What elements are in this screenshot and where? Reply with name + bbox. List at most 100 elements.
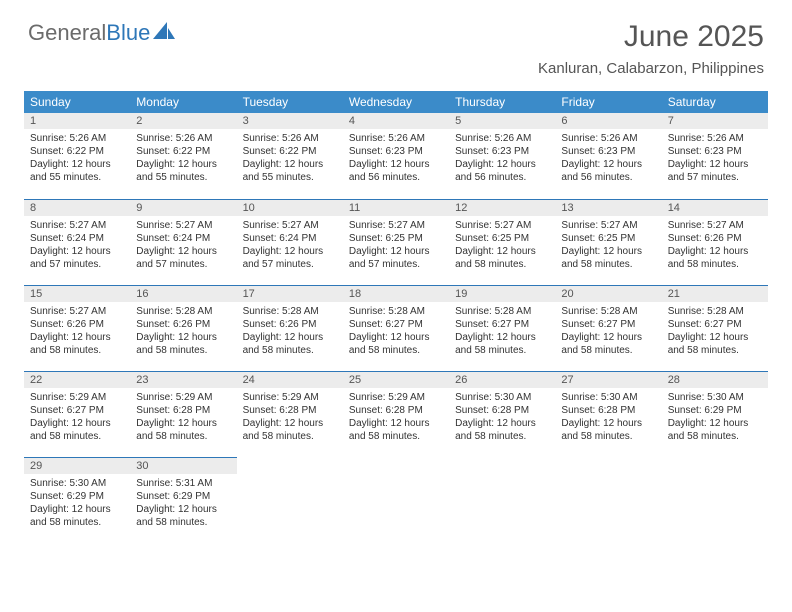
sunset-line: Sunset: 6:24 PM — [243, 232, 337, 245]
sunrise-line: Sunrise: 5:28 AM — [561, 305, 655, 318]
sunrise-line: Sunrise: 5:27 AM — [349, 219, 443, 232]
daylight-line: Daylight: 12 hours and 58 minutes. — [136, 417, 230, 443]
calendar-week-row: 15Sunrise: 5:27 AMSunset: 6:26 PMDayligh… — [24, 285, 768, 371]
calendar-day-cell: 20Sunrise: 5:28 AMSunset: 6:27 PMDayligh… — [555, 285, 661, 371]
daylight-line: Daylight: 12 hours and 57 minutes. — [30, 245, 124, 271]
day-number: 6 — [555, 113, 661, 129]
day-number: 25 — [343, 371, 449, 388]
calendar-day-cell: 30Sunrise: 5:31 AMSunset: 6:29 PMDayligh… — [130, 457, 236, 543]
day-number: 29 — [24, 457, 130, 474]
daylight-line: Daylight: 12 hours and 58 minutes. — [668, 331, 762, 357]
daylight-line: Daylight: 12 hours and 58 minutes. — [30, 417, 124, 443]
sunrise-line: Sunrise: 5:29 AM — [30, 391, 124, 404]
calendar-day-cell: 17Sunrise: 5:28 AMSunset: 6:26 PMDayligh… — [237, 285, 343, 371]
daylight-line: Daylight: 12 hours and 55 minutes. — [243, 158, 337, 184]
sunset-line: Sunset: 6:23 PM — [561, 145, 655, 158]
day-number: 21 — [662, 285, 768, 302]
calendar-week-row: 22Sunrise: 5:29 AMSunset: 6:27 PMDayligh… — [24, 371, 768, 457]
day-number: 19 — [449, 285, 555, 302]
calendar-empty-cell — [237, 457, 343, 543]
day-content: Sunrise: 5:27 AMSunset: 6:25 PMDaylight:… — [343, 216, 449, 275]
calendar-day-cell: 18Sunrise: 5:28 AMSunset: 6:27 PMDayligh… — [343, 285, 449, 371]
weekday-header: Wednesday — [343, 91, 449, 113]
day-number: 15 — [24, 285, 130, 302]
day-number: 30 — [130, 457, 236, 474]
daylight-line: Daylight: 12 hours and 58 minutes. — [30, 331, 124, 357]
sunrise-line: Sunrise: 5:27 AM — [668, 219, 762, 232]
day-number: 2 — [130, 113, 236, 129]
day-content: Sunrise: 5:30 AMSunset: 6:29 PMDaylight:… — [24, 474, 130, 533]
day-number: 22 — [24, 371, 130, 388]
weekday-header: Sunday — [24, 91, 130, 113]
sunset-line: Sunset: 6:23 PM — [349, 145, 443, 158]
day-content: Sunrise: 5:27 AMSunset: 6:26 PMDaylight:… — [662, 216, 768, 275]
sunrise-line: Sunrise: 5:26 AM — [561, 132, 655, 145]
daylight-line: Daylight: 12 hours and 55 minutes. — [136, 158, 230, 184]
sunset-line: Sunset: 6:22 PM — [30, 145, 124, 158]
day-number: 11 — [343, 199, 449, 216]
day-number: 9 — [130, 199, 236, 216]
sunset-line: Sunset: 6:23 PM — [668, 145, 762, 158]
day-content: Sunrise: 5:28 AMSunset: 6:27 PMDaylight:… — [662, 302, 768, 361]
calendar-day-cell: 7Sunrise: 5:26 AMSunset: 6:23 PMDaylight… — [662, 113, 768, 199]
day-number: 23 — [130, 371, 236, 388]
sunset-line: Sunset: 6:28 PM — [243, 404, 337, 417]
sunrise-line: Sunrise: 5:27 AM — [243, 219, 337, 232]
sunset-line: Sunset: 6:26 PM — [668, 232, 762, 245]
day-content: Sunrise: 5:27 AMSunset: 6:24 PMDaylight:… — [24, 216, 130, 275]
day-content: Sunrise: 5:30 AMSunset: 6:28 PMDaylight:… — [449, 388, 555, 447]
logo-text-general: General — [28, 20, 106, 46]
day-content: Sunrise: 5:28 AMSunset: 6:26 PMDaylight:… — [237, 302, 343, 361]
day-content: Sunrise: 5:27 AMSunset: 6:25 PMDaylight:… — [555, 216, 661, 275]
day-content: Sunrise: 5:26 AMSunset: 6:22 PMDaylight:… — [130, 129, 236, 188]
sunset-line: Sunset: 6:25 PM — [561, 232, 655, 245]
logo: GeneralBlue — [28, 20, 175, 46]
daylight-line: Daylight: 12 hours and 56 minutes. — [561, 158, 655, 184]
sunrise-line: Sunrise: 5:30 AM — [455, 391, 549, 404]
sunrise-line: Sunrise: 5:29 AM — [243, 391, 337, 404]
daylight-line: Daylight: 12 hours and 58 minutes. — [243, 331, 337, 357]
calendar-empty-cell — [662, 457, 768, 543]
sunrise-line: Sunrise: 5:26 AM — [349, 132, 443, 145]
sunrise-line: Sunrise: 5:30 AM — [30, 477, 124, 490]
day-content: Sunrise: 5:31 AMSunset: 6:29 PMDaylight:… — [130, 474, 236, 533]
day-number: 10 — [237, 199, 343, 216]
sunrise-line: Sunrise: 5:27 AM — [136, 219, 230, 232]
day-content: Sunrise: 5:27 AMSunset: 6:26 PMDaylight:… — [24, 302, 130, 361]
page-title: June 2025 — [538, 20, 764, 54]
day-number: 28 — [662, 371, 768, 388]
day-content: Sunrise: 5:26 AMSunset: 6:23 PMDaylight:… — [343, 129, 449, 188]
calendar-day-cell: 14Sunrise: 5:27 AMSunset: 6:26 PMDayligh… — [662, 199, 768, 285]
calendar-week-row: 8Sunrise: 5:27 AMSunset: 6:24 PMDaylight… — [24, 199, 768, 285]
sunset-line: Sunset: 6:28 PM — [455, 404, 549, 417]
calendar-day-cell: 4Sunrise: 5:26 AMSunset: 6:23 PMDaylight… — [343, 113, 449, 199]
day-content: Sunrise: 5:29 AMSunset: 6:28 PMDaylight:… — [130, 388, 236, 447]
sunset-line: Sunset: 6:25 PM — [455, 232, 549, 245]
day-number: 5 — [449, 113, 555, 129]
calendar-day-cell: 29Sunrise: 5:30 AMSunset: 6:29 PMDayligh… — [24, 457, 130, 543]
sunrise-line: Sunrise: 5:27 AM — [455, 219, 549, 232]
day-content: Sunrise: 5:27 AMSunset: 6:24 PMDaylight:… — [237, 216, 343, 275]
daylight-line: Daylight: 12 hours and 58 minutes. — [668, 417, 762, 443]
calendar-day-cell: 23Sunrise: 5:29 AMSunset: 6:28 PMDayligh… — [130, 371, 236, 457]
day-content: Sunrise: 5:30 AMSunset: 6:29 PMDaylight:… — [662, 388, 768, 447]
sunrise-line: Sunrise: 5:27 AM — [30, 219, 124, 232]
daylight-line: Daylight: 12 hours and 58 minutes. — [455, 245, 549, 271]
day-number: 4 — [343, 113, 449, 129]
daylight-line: Daylight: 12 hours and 58 minutes. — [561, 245, 655, 271]
sunset-line: Sunset: 6:28 PM — [349, 404, 443, 417]
day-number: 7 — [662, 113, 768, 129]
daylight-line: Daylight: 12 hours and 58 minutes. — [243, 417, 337, 443]
calendar-day-cell: 26Sunrise: 5:30 AMSunset: 6:28 PMDayligh… — [449, 371, 555, 457]
day-content: Sunrise: 5:27 AMSunset: 6:24 PMDaylight:… — [130, 216, 236, 275]
sunset-line: Sunset: 6:27 PM — [668, 318, 762, 331]
sunset-line: Sunset: 6:27 PM — [349, 318, 443, 331]
day-number: 12 — [449, 199, 555, 216]
day-number: 3 — [237, 113, 343, 129]
calendar-day-cell: 13Sunrise: 5:27 AMSunset: 6:25 PMDayligh… — [555, 199, 661, 285]
day-content: Sunrise: 5:28 AMSunset: 6:26 PMDaylight:… — [130, 302, 236, 361]
day-number: 1 — [24, 113, 130, 129]
sunrise-line: Sunrise: 5:26 AM — [30, 132, 124, 145]
sunset-line: Sunset: 6:29 PM — [136, 490, 230, 503]
daylight-line: Daylight: 12 hours and 57 minutes. — [349, 245, 443, 271]
